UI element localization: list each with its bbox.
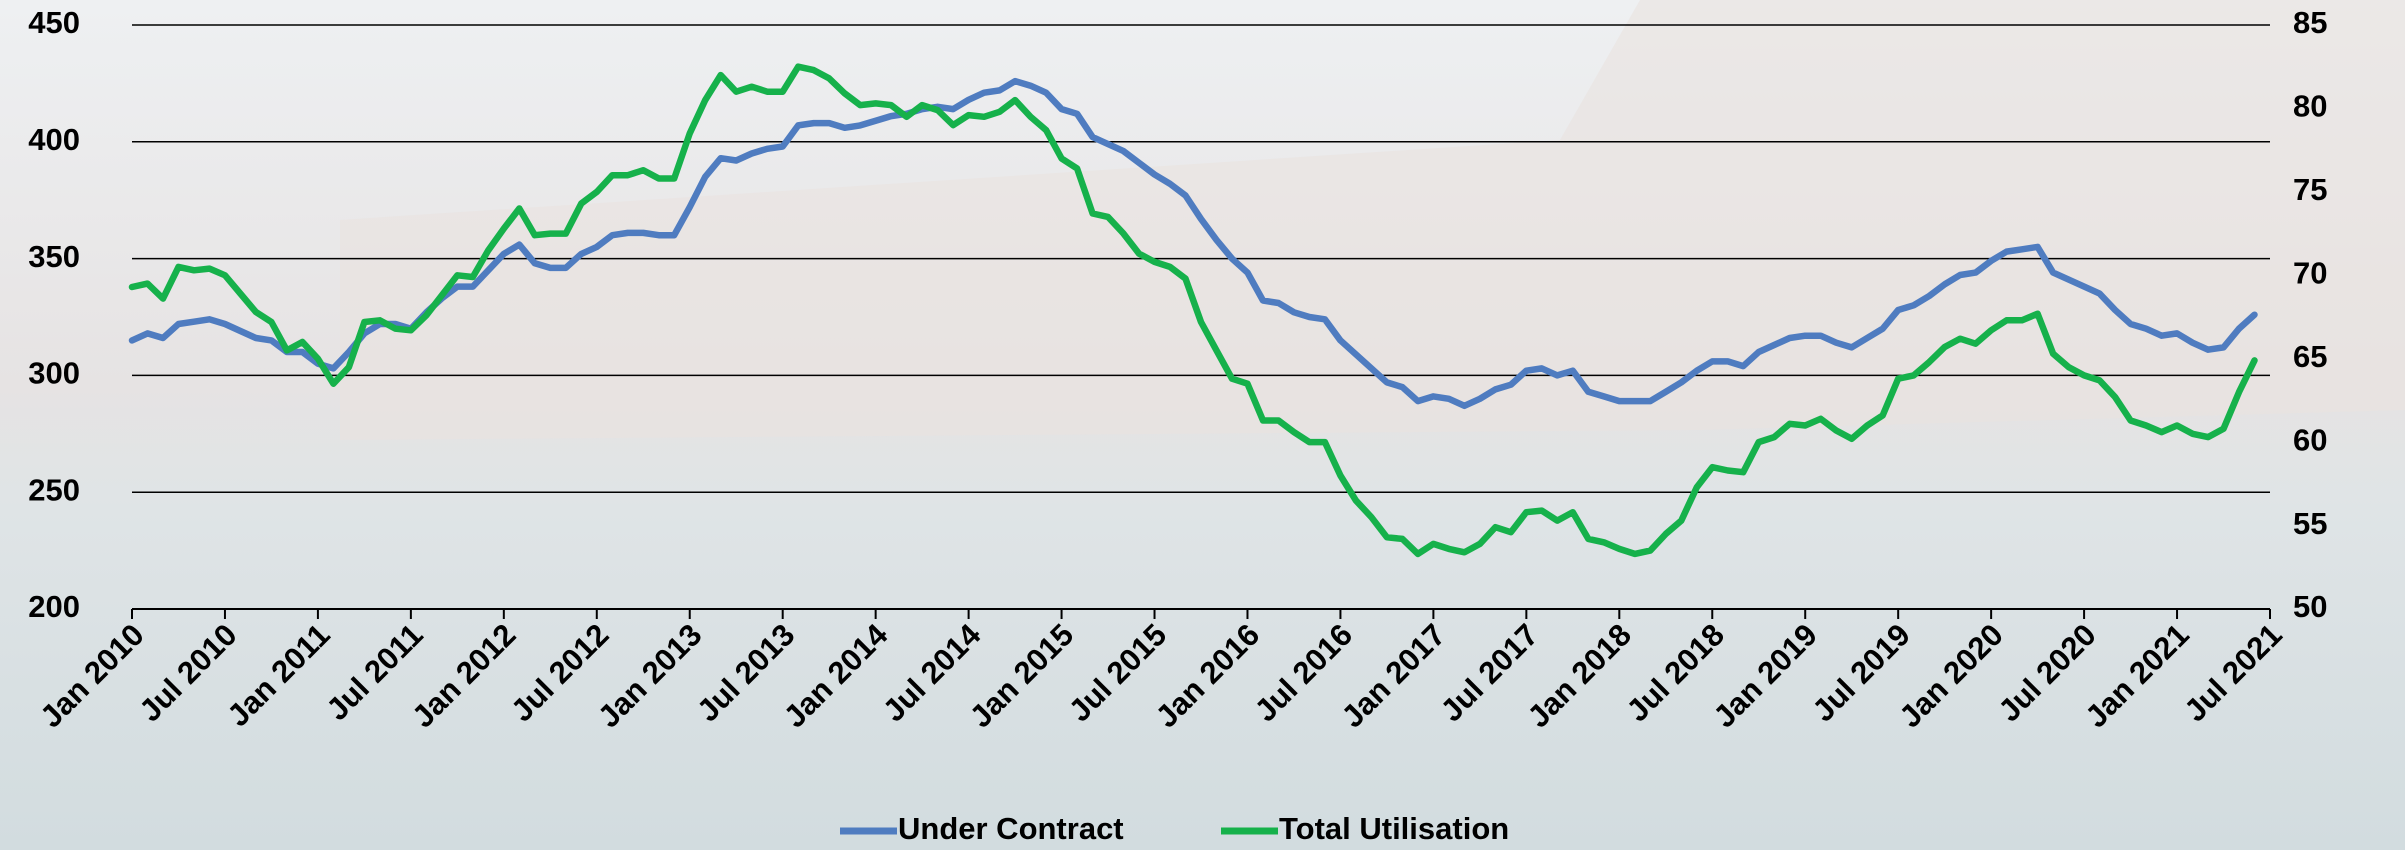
- y2-tick-label: 55: [2293, 506, 2327, 541]
- y2-tick-label: 80: [2293, 89, 2327, 124]
- y-tick-label: 300: [28, 356, 80, 391]
- legend-label: Total Utilisation: [1279, 811, 1509, 846]
- y-tick-label: 450: [28, 5, 80, 40]
- y-tick-label: 400: [28, 122, 80, 157]
- chart: 2002503003504004505055606570758085Jan 20…: [0, 0, 2405, 850]
- y-tick-label: 200: [28, 589, 80, 624]
- y2-tick-label: 50: [2293, 589, 2327, 624]
- y-tick-label: 350: [28, 239, 80, 274]
- y2-tick-label: 60: [2293, 422, 2327, 457]
- y2-tick-label: 70: [2293, 255, 2327, 290]
- page: 2002503003504004505055606570758085Jan 20…: [0, 0, 2405, 850]
- y2-tick-label: 85: [2293, 5, 2327, 40]
- y2-tick-label: 65: [2293, 339, 2327, 374]
- legend-label: Under Contract: [898, 811, 1124, 846]
- y2-tick-label: 75: [2293, 172, 2327, 207]
- y-tick-label: 250: [28, 472, 80, 507]
